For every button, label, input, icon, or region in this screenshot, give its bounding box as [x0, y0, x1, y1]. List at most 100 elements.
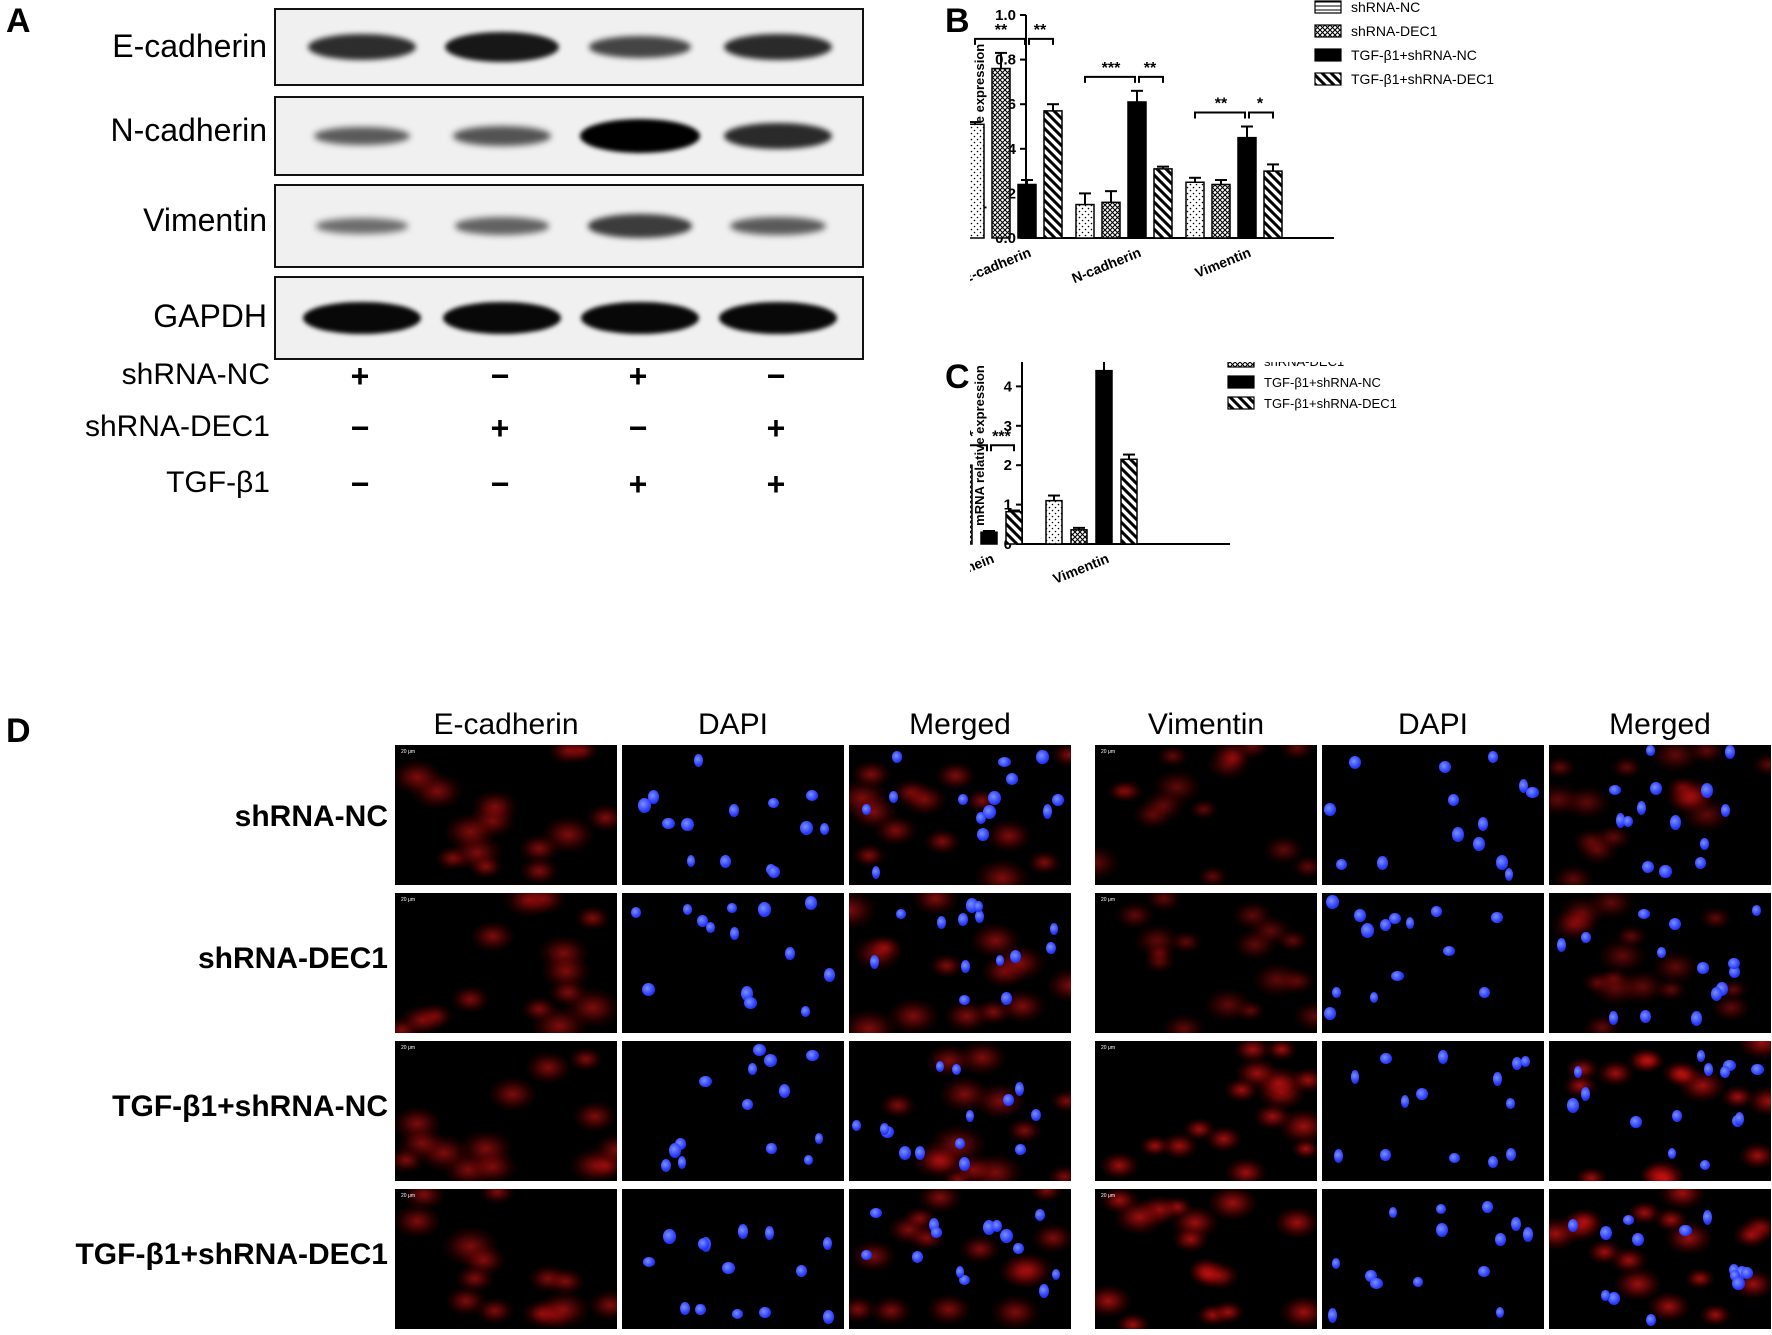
nucleus [806, 1050, 819, 1061]
condition-sign: − [628, 410, 648, 446]
panel-label-d: D [6, 712, 31, 750]
protein-label: N-cadherin [110, 112, 267, 148]
nucleus [1478, 817, 1489, 831]
nucleus [698, 1238, 710, 1250]
micrograph: 20 μm [395, 745, 617, 885]
nucleus [974, 901, 984, 913]
micrograph [622, 745, 844, 885]
nucleus [1416, 1088, 1428, 1101]
micrograph [622, 1041, 844, 1181]
nucleus [975, 910, 984, 924]
nucleus [1506, 1098, 1516, 1109]
micrograph: 20 μm [1095, 745, 1317, 885]
nucleus [1670, 815, 1681, 830]
micrograph [1549, 893, 1771, 1033]
nucleus [765, 1226, 774, 1240]
y-tick-label: 0.8 [995, 52, 1016, 69]
condition-sign: + [628, 466, 648, 502]
nucleus [1436, 1223, 1449, 1238]
significance-bracket [1084, 75, 1136, 83]
nucleus [1361, 923, 1374, 938]
nucleus [1380, 919, 1392, 932]
nucleus [996, 955, 1005, 966]
y-tick-label: 1.0 [995, 7, 1016, 24]
nucleus [1735, 1112, 1745, 1126]
micrograph [1322, 1041, 1544, 1181]
row-label: shRNA-NC [234, 800, 388, 833]
nucleus [1581, 932, 1591, 943]
bar [1120, 458, 1138, 545]
nucleus [1730, 1270, 1740, 1282]
nucleus [759, 1307, 771, 1319]
protein-label: GAPDH [153, 298, 267, 334]
bar [1101, 201, 1121, 239]
nucleus [1006, 773, 1019, 785]
blot-band [723, 33, 833, 61]
nucleus [1010, 950, 1022, 964]
nucleus [1035, 1209, 1046, 1222]
nucleus [1729, 1264, 1740, 1276]
micrograph: 20 μm [395, 1189, 617, 1329]
row-label: TGF-β1+shRNA-DEC1 [75, 1238, 388, 1271]
nucleus [1640, 1010, 1651, 1024]
bar [1075, 203, 1095, 239]
micrograph [1322, 745, 1544, 885]
nucleus [1043, 804, 1052, 819]
significance-label: *** [1102, 60, 1121, 77]
legend-label: shRNA-NC [1351, 0, 1420, 15]
legend-label: TGF-β1+shRNA-NC [1264, 375, 1381, 390]
bar [1045, 499, 1063, 545]
panel-label-a: A [6, 2, 31, 40]
bar [1185, 181, 1205, 239]
nucleus [956, 1266, 965, 1278]
nucleus [1723, 1060, 1736, 1071]
nucleus [1700, 1160, 1710, 1171]
nucleus [801, 1006, 811, 1017]
nucleus [992, 1220, 1002, 1232]
nucleus [1659, 865, 1672, 879]
significance-label: * [1257, 96, 1264, 113]
nucleus [1443, 946, 1456, 957]
nucleus [1438, 1050, 1448, 1065]
nucleus [1711, 987, 1723, 1001]
condition-sign: + [766, 466, 786, 502]
nucleus [720, 855, 731, 868]
nucleus [1557, 938, 1566, 952]
nucleus [977, 828, 990, 841]
x-tick-label: Vimentin [1051, 550, 1112, 587]
significance-bracket [1248, 111, 1274, 119]
nucleus [1039, 1284, 1049, 1298]
nucleus [955, 1138, 966, 1149]
nucleus [896, 909, 906, 920]
blot-band [443, 301, 561, 335]
nucleus [1328, 1308, 1338, 1323]
micrograph [1322, 1189, 1544, 1329]
micrograph: 20 μm [1095, 893, 1317, 1033]
nucleus [697, 915, 708, 928]
significance-bracket [990, 444, 1015, 452]
nucleus [1439, 761, 1451, 773]
bar [1211, 183, 1231, 239]
nucleus [1491, 912, 1503, 923]
bar [1070, 529, 1088, 545]
nucleus [662, 818, 675, 830]
condition-sign: + [628, 358, 648, 394]
scale-bar-label: 20 μm [401, 1193, 415, 1199]
micrograph [849, 745, 1071, 885]
nucleus [1479, 987, 1491, 999]
nucleus [1046, 942, 1056, 955]
bar [970, 123, 985, 239]
nucleus [1700, 838, 1710, 850]
condition-label: shRNA-DEC1 [84, 410, 270, 443]
micrograph: 20 μm [395, 893, 617, 1033]
scale-bar-label: 20 μm [401, 1045, 415, 1051]
nucleus [1609, 1011, 1618, 1025]
nucleus [1380, 1149, 1391, 1162]
nucleus [1704, 1063, 1714, 1076]
blot-band [581, 301, 699, 335]
nucleus [680, 1302, 690, 1315]
blot-strip [274, 96, 864, 176]
nucleus [1568, 1219, 1579, 1233]
nucleus [1431, 906, 1442, 917]
blot-strip [274, 8, 864, 86]
